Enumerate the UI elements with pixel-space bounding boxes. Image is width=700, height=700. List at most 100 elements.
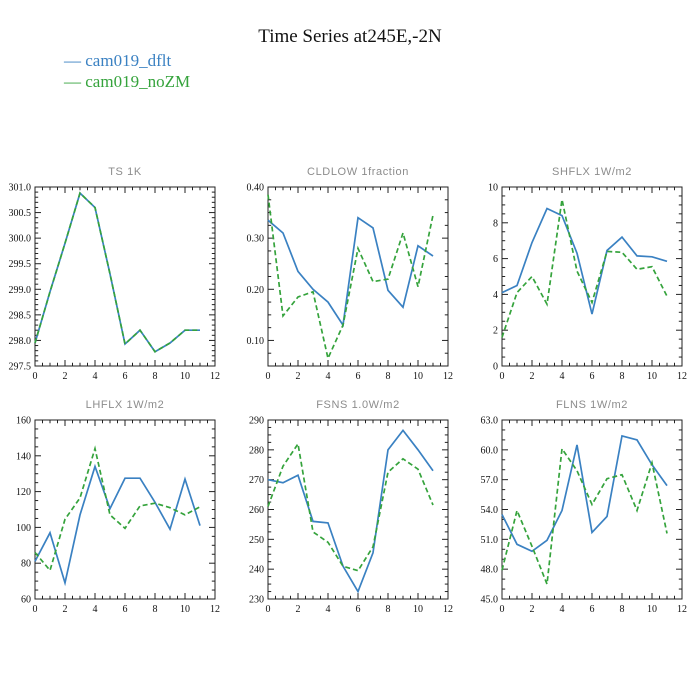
series-line-cam019_dflt xyxy=(34,463,201,587)
x-tick-label: 4 xyxy=(93,604,98,615)
page-title: Time Series at245E,-2N xyxy=(258,26,442,47)
y-tick-label: 280 xyxy=(249,445,264,456)
x-tick-label: 6 xyxy=(123,604,128,615)
series-line-cam019_noZM xyxy=(34,191,200,353)
x-tick-label: 8 xyxy=(386,371,391,382)
y-tick-label: 260 xyxy=(249,505,264,516)
y-tick-label: 0.40 xyxy=(247,183,265,194)
y-tick-label: 301.0 xyxy=(9,183,32,194)
series-line-cam019_dflt xyxy=(267,216,434,328)
x-tick-label: 0 xyxy=(33,371,38,382)
subplot-title: FSNS 1.0W/m2 xyxy=(316,399,400,411)
y-tick-label: 299.0 xyxy=(9,285,32,296)
x-tick-label: 4 xyxy=(560,371,565,382)
x-tick-label: 6 xyxy=(590,371,595,382)
y-tick-label: 140 xyxy=(16,451,31,462)
subplot-ts: TS 1K 0 2 4 6 8 10 12 301.0 300.5 300.0 299.5 299.0 2… xyxy=(0,159,225,399)
x-tick-label: 10 xyxy=(413,371,423,382)
y-tick-label: 240 xyxy=(249,565,264,576)
plot-frame xyxy=(34,186,216,367)
y-tick-label: 54.0 xyxy=(481,505,499,516)
x-tick-label: 8 xyxy=(153,371,158,382)
y-tick-label: 300.0 xyxy=(9,234,32,245)
subplot-title: SHFLX 1W/m2 xyxy=(552,166,632,178)
series-line-cam019_noZM xyxy=(501,199,668,338)
plot-frame xyxy=(501,186,683,367)
x-tick-label: 2 xyxy=(63,371,68,382)
x-tick-label: 0 xyxy=(266,604,271,615)
series-line-cam019_dflt xyxy=(501,207,668,315)
subplot-title: CLDLOW 1fraction xyxy=(307,166,409,178)
x-tick-label: 8 xyxy=(153,604,158,615)
x-tick-label: 12 xyxy=(210,371,220,382)
chart-shflx: SHFLX 1W/m2 0 2 4 6 8 10 12 10 8 6 4 2 0 xyxy=(488,166,687,382)
y-tick-label: 160 xyxy=(16,416,31,427)
x-tick-label: 6 xyxy=(590,604,595,615)
x-tick-label: 4 xyxy=(560,604,565,615)
x-tick-label: 10 xyxy=(647,371,657,382)
x-tick-label: 2 xyxy=(296,371,301,382)
x-tick-label: 10 xyxy=(647,604,657,615)
x-tick-label: 2 xyxy=(530,604,535,615)
x-tick-label: 4 xyxy=(326,604,331,615)
legend-label-dflt: cam019_dflt xyxy=(85,51,172,70)
x-tick-label: 12 xyxy=(677,604,687,615)
x-tick-label: 12 xyxy=(677,371,687,382)
series-line-cam019_noZM xyxy=(267,441,434,572)
y-tick-label: 6 xyxy=(493,254,498,265)
y-tick-label: 100 xyxy=(16,523,31,534)
subplot-cldlow: CLDLOW 1fraction 0 2 4 6 8 10 12 0.40 0.30 0.20 0.1… xyxy=(228,159,458,399)
x-tick-label: 10 xyxy=(180,371,190,382)
legend-item-dflt: — cam019_dflt xyxy=(64,50,190,71)
x-tick-label: 10 xyxy=(180,604,190,615)
x-tick-label: 2 xyxy=(530,371,535,382)
x-tick-label: 12 xyxy=(443,371,453,382)
y-tick-label: 0.10 xyxy=(247,336,265,347)
y-tick-label: 0.20 xyxy=(247,285,265,296)
series-line-cam019_dflt xyxy=(267,429,434,594)
x-tick-label: 2 xyxy=(296,604,301,615)
series-line-cam019_noZM xyxy=(34,445,201,573)
chart-fsns: FSNS 1.0W/m2 0 2 4 6 8 10 12 290 280 270 260 250 240 2… xyxy=(249,399,453,615)
y-tick-label: 300.5 xyxy=(9,208,32,219)
x-tick-label: 6 xyxy=(123,371,128,382)
legend: — cam019_dflt — cam019_noZM xyxy=(64,50,190,92)
legend-label-nozm: cam019_noZM xyxy=(85,72,191,91)
x-tick-label: 10 xyxy=(413,604,423,615)
x-tick-label: 6 xyxy=(356,371,361,382)
y-tick-label: 51.0 xyxy=(481,535,499,546)
y-tick-label: 297.5 xyxy=(9,362,32,373)
x-tick-label: 6 xyxy=(356,604,361,615)
legend-item-nozm: — cam019_noZM xyxy=(64,71,190,92)
series-line-cam019_dflt xyxy=(34,191,200,353)
y-tick-label: 60.0 xyxy=(481,445,499,456)
subplot-title: FLNS 1W/m2 xyxy=(556,399,628,411)
x-tick-label: 12 xyxy=(443,604,453,615)
chart-flns: FLNS 1W/m2 0 2 4 6 8 10 12 63.0 60.0 57.0 54.0 51.0 4… xyxy=(481,399,688,615)
x-tick-label: 8 xyxy=(620,604,625,615)
y-tick-label: 4 xyxy=(493,290,498,301)
y-tick-label: 0.30 xyxy=(247,234,265,245)
series-line-cam019_noZM xyxy=(501,446,668,585)
y-tick-label: 120 xyxy=(16,487,31,498)
y-tick-label: 60 xyxy=(21,595,31,606)
y-tick-label: 0 xyxy=(493,362,498,373)
chart-cldlow: CLDLOW 1fraction 0 2 4 6 8 10 12 0.40 0.30 0.20 0.1… xyxy=(247,166,454,382)
y-tick-label: 57.0 xyxy=(481,475,499,486)
x-tick-label: 4 xyxy=(93,371,98,382)
y-tick-label: 270 xyxy=(249,475,264,486)
subplot-title: TS 1K xyxy=(108,166,142,178)
line-swatch-green-icon: — xyxy=(64,72,86,91)
y-tick-label: 45.0 xyxy=(481,595,499,606)
subplot-title: LHFLX 1W/m2 xyxy=(86,399,165,411)
series-line-cam019_noZM xyxy=(267,194,434,361)
y-tick-label: 10 xyxy=(488,183,498,194)
x-tick-label: 0 xyxy=(33,604,38,615)
x-tick-label: 4 xyxy=(326,371,331,382)
y-tick-label: 298.0 xyxy=(9,336,32,347)
plot-frame xyxy=(267,186,449,367)
subplot-shflx: SHFLX 1W/m2 0 2 4 6 8 10 12 10 8 6 4 2 0 xyxy=(462,159,692,399)
y-tick-label: 250 xyxy=(249,535,264,546)
subplot-lhflx: LHFLX 1W/m2 0 2 4 6 8 10 12 160 140 120 100 80 60 xyxy=(0,392,225,632)
y-tick-label: 299.5 xyxy=(9,259,32,270)
